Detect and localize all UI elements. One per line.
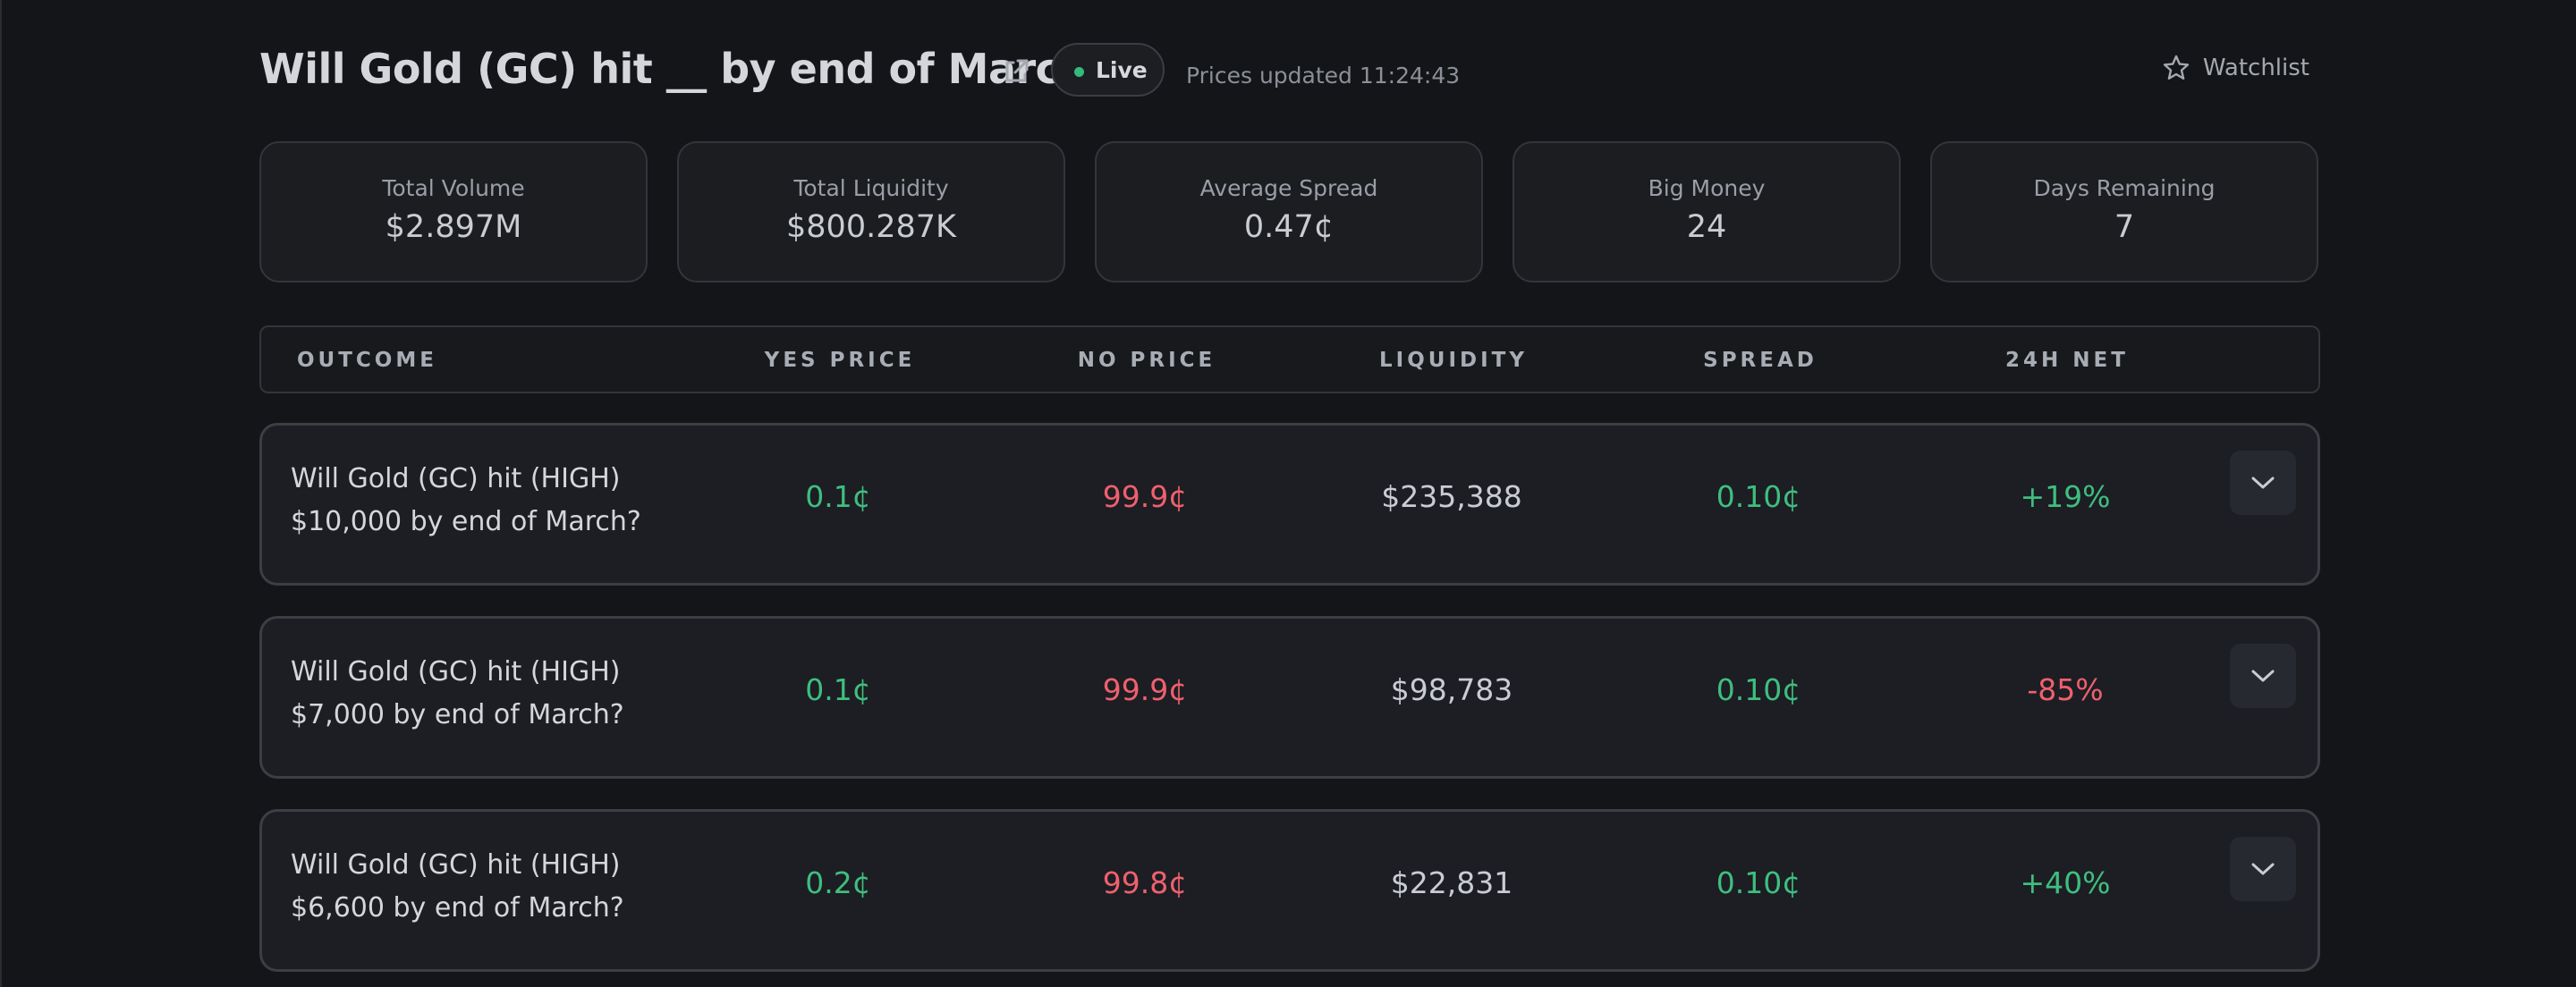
stat-card-average-spread: Average Spread 0.47¢	[1095, 141, 1483, 283]
net-24h-cell: +19%	[2020, 479, 2111, 514]
expand-row-button[interactable]	[2230, 644, 2296, 708]
expand-row-button[interactable]	[2230, 837, 2296, 901]
net-24h-cell: -85%	[2027, 672, 2104, 707]
column-header-liquidity[interactable]: LIQUIDITY	[1379, 349, 1528, 372]
column-header-yes-price[interactable]: YES PRICE	[764, 349, 916, 372]
stat-label: Days Remaining	[2033, 175, 2216, 201]
outcome-line: $6,600 by end of March?	[291, 892, 624, 924]
column-header-outcome[interactable]: OUTCOME	[297, 349, 437, 372]
liquidity-cell: $98,783	[1390, 672, 1513, 707]
table-header: OUTCOME YES PRICE NO PRICE LIQUIDITY SPR…	[259, 325, 2320, 393]
table-row[interactable]: Will Gold (GC) hit (HIGH) $7,000 by end …	[259, 616, 2320, 779]
column-header-24h-net[interactable]: 24H NET	[2005, 349, 2129, 372]
column-header-spread[interactable]: SPREAD	[1703, 349, 1818, 372]
spread-cell: 0.10¢	[1716, 479, 1801, 514]
no-price-cell: 99.8¢	[1102, 865, 1188, 900]
yes-price-cell: 0.1¢	[805, 479, 871, 514]
no-price-cell: 99.9¢	[1102, 672, 1188, 707]
chevron-down-icon	[2251, 670, 2275, 682]
live-status-badge: Live	[1051, 43, 1165, 97]
live-label: Live	[1096, 57, 1148, 83]
outcome-line: Will Gold (GC) hit (HIGH)	[291, 656, 621, 688]
liquidity-cell: $235,388	[1381, 479, 1522, 514]
stat-label: Total Volume	[382, 175, 525, 201]
stat-value: 24	[1686, 209, 1727, 245]
column-header-no-price[interactable]: NO PRICE	[1077, 349, 1216, 372]
watchlist-label: Watchlist	[2202, 55, 2309, 81]
chevron-down-icon	[2251, 477, 2275, 489]
yes-price-cell: 0.2¢	[805, 865, 871, 900]
stat-card-big-money: Big Money 24	[1513, 141, 1901, 283]
liquidity-cell: $22,831	[1390, 865, 1513, 900]
stat-label: Average Spread	[1199, 175, 1378, 201]
watchlist-button[interactable]: Watchlist	[2162, 50, 2309, 86]
outcome-cell: Will Gold (GC) hit (HIGH) $7,000 by end …	[291, 651, 624, 737]
chevron-down-icon	[2251, 863, 2275, 875]
outcome-cell: Will Gold (GC) hit (HIGH) $10,000 by end…	[291, 458, 641, 544]
outcome-cell: Will Gold (GC) hit (HIGH) $6,600 by end …	[291, 844, 624, 930]
stat-label: Total Liquidity	[793, 175, 949, 201]
yes-price-cell: 0.1¢	[805, 672, 871, 707]
page-title: Will Gold (GC) hit __ by end of March?	[259, 45, 1112, 93]
outcome-line: $10,000 by end of March?	[291, 506, 641, 537]
table-row[interactable]: Will Gold (GC) hit (HIGH) $6,600 by end …	[259, 809, 2320, 972]
stat-value: 0.47¢	[1243, 209, 1335, 245]
no-price-cell: 99.9¢	[1102, 479, 1188, 514]
stats-bar: Total Volume $2.897M Total Liquidity $80…	[259, 141, 2320, 283]
stat-value: $800.287K	[786, 209, 956, 245]
table-row[interactable]: Will Gold (GC) hit (HIGH) $10,000 by end…	[259, 423, 2320, 586]
spread-cell: 0.10¢	[1716, 865, 1801, 900]
stat-label: Big Money	[1648, 175, 1766, 201]
stat-card-total-volume: Total Volume $2.897M	[259, 141, 648, 283]
spread-cell: 0.10¢	[1716, 672, 1801, 707]
stat-card-total-liquidity: Total Liquidity $800.287K	[677, 141, 1065, 283]
outcome-line: Will Gold (GC) hit (HIGH)	[291, 463, 621, 494]
net-24h-cell: +40%	[2020, 865, 2111, 900]
market-header: Will Gold (GC) hit __ by end of March? L…	[259, 39, 2320, 102]
prices-updated-timestamp: Prices updated 11:24:43	[1186, 63, 1461, 89]
stat-card-days-remaining: Days Remaining 7	[1930, 141, 2318, 283]
stat-value: $2.897M	[385, 209, 522, 245]
expand-row-button[interactable]	[2230, 451, 2296, 515]
outcome-line: $7,000 by end of March?	[291, 699, 624, 730]
external-link-icon[interactable]	[998, 54, 1034, 89]
stat-value: 7	[2114, 209, 2135, 245]
outcome-line: Will Gold (GC) hit (HIGH)	[291, 849, 621, 881]
star-icon	[2163, 55, 2190, 80]
live-dot-icon	[1074, 67, 1084, 77]
